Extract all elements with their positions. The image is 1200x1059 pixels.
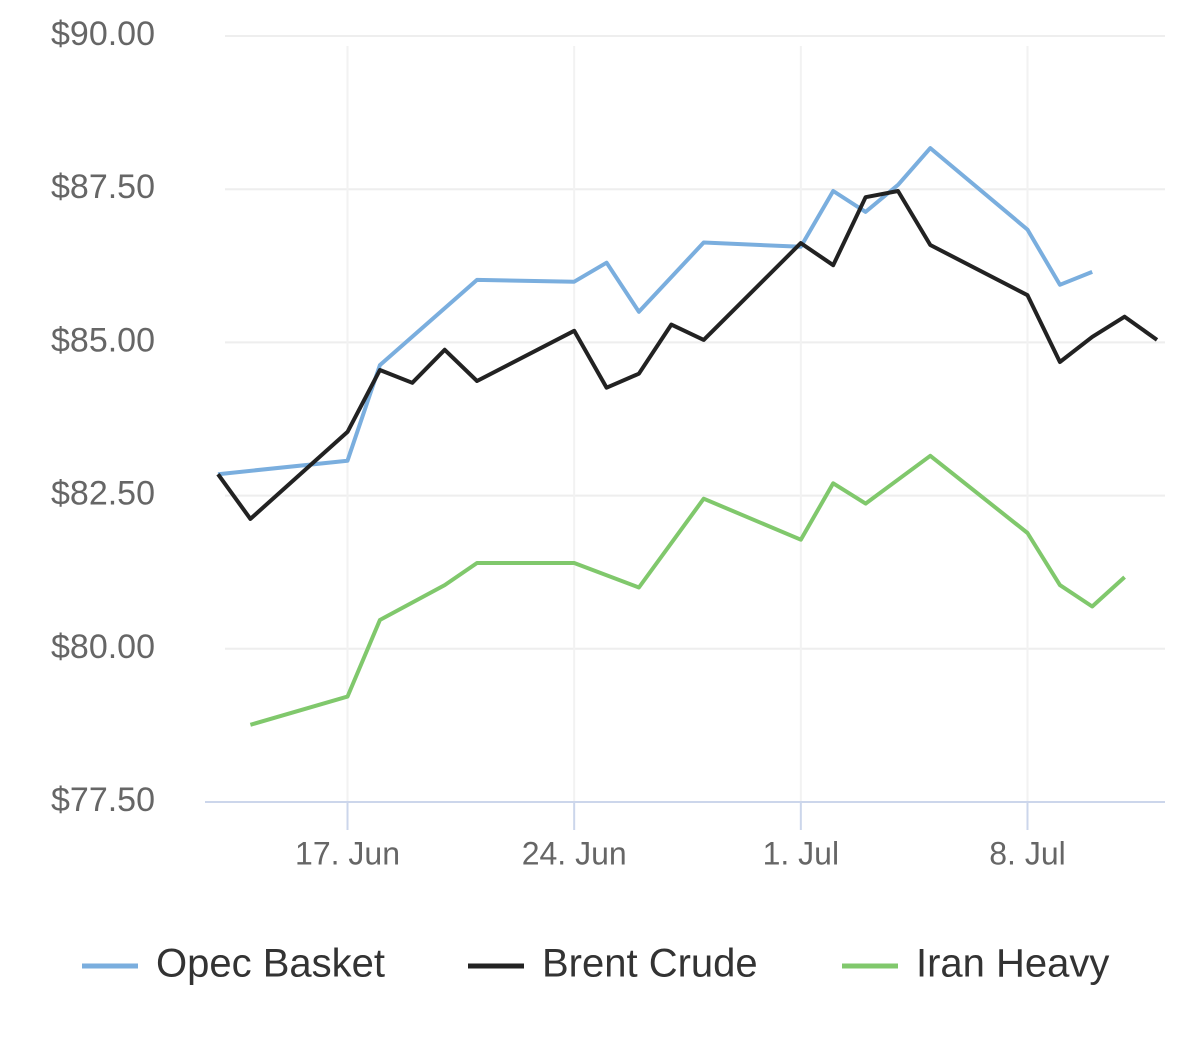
legend-label[interactable]: Opec Basket — [156, 942, 385, 986]
grid — [225, 35, 1165, 830]
y-tick-label: $85.00 — [51, 321, 155, 359]
legend-label[interactable]: Brent Crude — [542, 942, 758, 986]
legend-label[interactable]: Iran Heavy — [916, 942, 1109, 986]
x-tick-label: 24. Jun — [522, 835, 627, 871]
y-tick-label: $77.50 — [51, 781, 155, 819]
plot — [216, 146, 1159, 727]
y-tick-label: $90.00 — [51, 15, 155, 53]
series-line — [249, 453, 1126, 727]
x-tick-label: 17. Jun — [295, 835, 400, 871]
x-tick-label: 8. Jul — [989, 835, 1065, 871]
series-line — [217, 146, 1093, 477]
series-line — [216, 189, 1159, 521]
y-tick-label: $82.50 — [51, 475, 155, 513]
y-tick-label: $80.00 — [51, 628, 155, 666]
x-tick-label: 1. Jul — [763, 835, 839, 871]
y-tick-label: $87.50 — [51, 168, 155, 206]
labels: $77.50 $80.00 $82.50 $85.00 $87.50 $90.00 17. … — [51, 15, 1109, 986]
